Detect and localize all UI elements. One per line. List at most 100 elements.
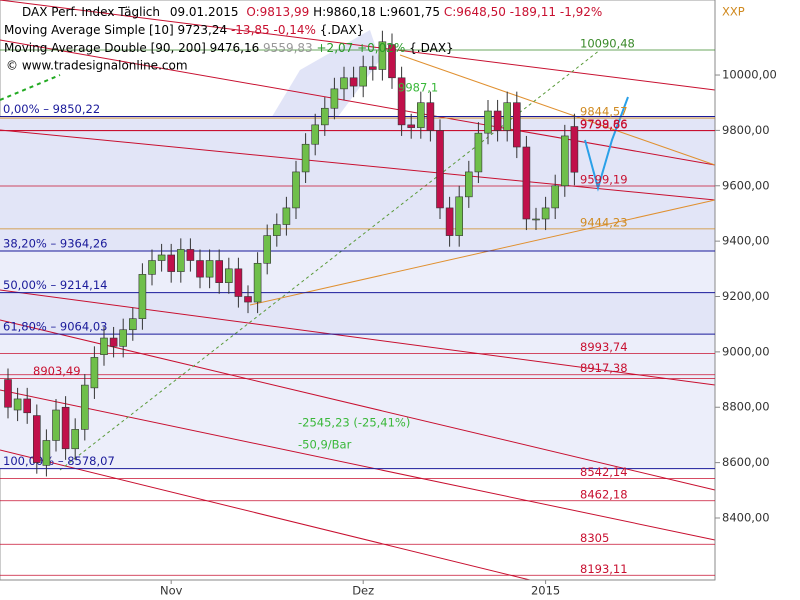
ma-symbol: {.DAX} <box>409 41 454 55</box>
annotation: -2545,23 (-25,41%) <box>298 416 410 430</box>
price-label: 8903,49 <box>33 364 81 378</box>
candle-body <box>263 235 272 264</box>
candle-body <box>292 171 300 209</box>
annotation: 9987,1 <box>398 81 438 95</box>
candle-body <box>23 398 32 414</box>
trend-line <box>399 54 716 166</box>
candle-body <box>52 409 60 441</box>
candle-body <box>205 260 214 278</box>
ma-double-line: Moving Average Double [90, 200] 9476,16 … <box>4 41 454 55</box>
candle-body <box>4 379 12 408</box>
candle-body <box>301 143 310 173</box>
candle-body <box>196 260 204 278</box>
ma-change-pct: +0,02% <box>357 41 405 55</box>
y-tick-label: 9400,00 <box>722 234 770 248</box>
candle-body <box>512 102 521 148</box>
candle-body <box>522 146 531 220</box>
ma-value: 9559,83 <box>263 41 313 55</box>
ma-simple-line: Moving Average Simple [10] 9723,24 -13,8… <box>4 23 364 37</box>
candle-body <box>225 268 233 283</box>
candle-body <box>81 384 89 430</box>
projection <box>584 96 629 192</box>
ma-name: Moving Average Double [90, 200] <box>4 41 206 55</box>
candle-body <box>340 77 348 90</box>
y-tick-label: 9200,00 <box>722 289 770 303</box>
close: C:9648,50 <box>444 5 506 19</box>
candle-body <box>272 224 281 236</box>
change-pct: -1,92% <box>560 5 602 19</box>
y-tick-label: 9000,00 <box>722 344 770 358</box>
annotation: -50,9/Bar <box>298 438 352 452</box>
candle-body <box>109 337 118 347</box>
y-tick-label: 8800,00 <box>722 400 770 414</box>
candle-body <box>426 102 435 131</box>
ma-symbol: {.DAX} <box>320 23 365 37</box>
candle-body <box>234 268 243 297</box>
x-tick-label: 2015 <box>531 584 560 598</box>
fib-label: 50,00% – 9214,14 <box>3 278 107 292</box>
candle-body <box>71 429 79 450</box>
candle-body <box>138 274 147 319</box>
candle-body <box>119 329 127 347</box>
candle-body <box>244 296 252 303</box>
y-tick-label: 8400,00 <box>722 510 770 524</box>
y-tick-label: 9600,00 <box>722 178 770 192</box>
price-label: 8462,18 <box>580 487 628 501</box>
y-tick-label: 10000,00 <box>722 68 777 82</box>
candle-body <box>215 260 223 283</box>
candle-body <box>177 249 185 272</box>
fib-zone <box>0 292 715 335</box>
candle-body <box>464 171 473 198</box>
fib-label: 38,20% – 9364,26 <box>3 237 107 251</box>
price-label: 8542,14 <box>580 465 628 479</box>
candle-body <box>503 102 512 131</box>
price-label: 9799,86 <box>580 117 628 131</box>
open: O:9813,99 <box>246 5 309 19</box>
price-label: 10090,48 <box>580 36 635 50</box>
fib-zone <box>0 251 715 293</box>
instrument: DAX Perf. Index Täglich <box>22 5 160 19</box>
trend-line <box>0 0 716 91</box>
trend-line <box>0 319 716 491</box>
price-label: 8917,38 <box>580 361 628 375</box>
corner-label: XXP <box>722 5 745 19</box>
ma-value: 9723,24 <box>178 23 228 37</box>
candle-body <box>570 126 579 173</box>
candle-body <box>90 357 99 389</box>
candle-body <box>167 254 175 272</box>
fib-label: 61,80% – 9064,03 <box>3 320 107 334</box>
ma-name: Moving Average Simple [10] <box>4 23 174 37</box>
change: -189,11 <box>510 5 556 19</box>
candle-body <box>416 102 425 128</box>
trend-line <box>0 289 716 386</box>
y-tick-label: 9800,00 <box>722 123 770 137</box>
candle-body <box>330 88 339 109</box>
candle-body <box>349 77 358 87</box>
price-label: 9599,19 <box>580 172 628 186</box>
candle-body <box>532 218 540 221</box>
price-label: 9844,57 <box>580 105 628 119</box>
fib-label: 0,00% – 9850,22 <box>3 102 100 116</box>
price-label: 9798,66 <box>580 117 628 131</box>
fib-label: 100,00% – 8578,07 <box>3 454 115 468</box>
ma-change: -13,85 <box>231 23 270 37</box>
candle-body <box>282 207 291 225</box>
price-label: 8993,74 <box>580 340 628 354</box>
header-line: DAX Perf. Index Täglich 09.01.2015 O:981… <box>22 5 602 19</box>
x-tick-label: Nov <box>160 584 183 598</box>
y-tick-label: 8600,00 <box>722 455 770 469</box>
candle-body <box>100 337 108 355</box>
price-label: 9444,23 <box>580 215 628 229</box>
candle-body <box>436 130 444 209</box>
candle-body <box>551 185 560 209</box>
candle-body <box>493 110 502 131</box>
ma-change-pct: -0,14% <box>273 23 315 37</box>
candle-body <box>560 135 569 187</box>
trend-line <box>0 389 716 541</box>
candle-body <box>129 318 137 331</box>
price-label: 8305 <box>580 531 609 545</box>
candle-body <box>157 254 166 261</box>
candle-body <box>388 44 396 79</box>
